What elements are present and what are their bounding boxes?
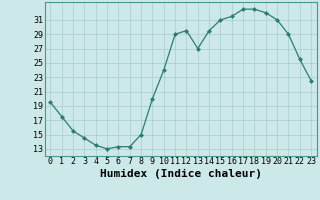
X-axis label: Humidex (Indice chaleur): Humidex (Indice chaleur) <box>100 169 262 179</box>
